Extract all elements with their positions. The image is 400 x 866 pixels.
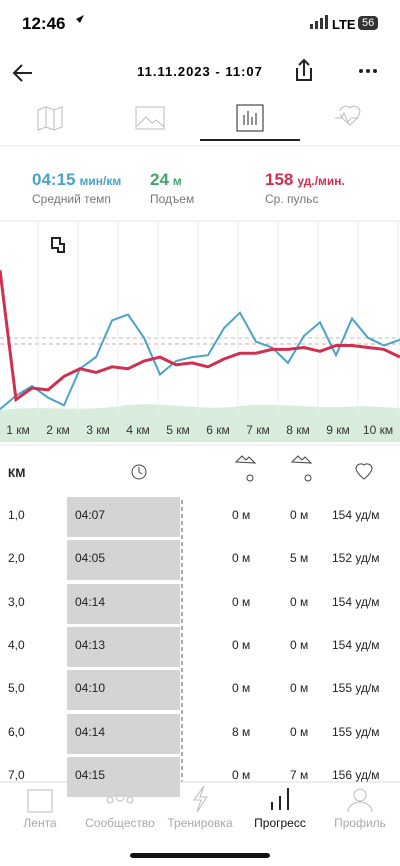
tab-item[interactable]: Прогресс (254, 816, 306, 830)
stat-unit: м (172, 174, 182, 188)
stat-unit: мин/км (79, 174, 122, 188)
x-tick-label: 1 км (6, 423, 30, 437)
more-button[interactable] (359, 69, 377, 73)
cell: 0 м (232, 508, 251, 522)
stat-value: 04:15 мин/км (32, 170, 122, 189)
cell: 1,0 (8, 508, 25, 522)
cell: 04:14 (75, 594, 106, 609)
cell: 155 уд/м (332, 724, 380, 739)
tab-photos[interactable] (135, 106, 165, 130)
cell: 0 м (290, 594, 309, 609)
cell: 0 м (232, 637, 251, 652)
tab-map[interactable] (37, 106, 63, 131)
status-time: 12:46 (22, 14, 66, 33)
tab-item[interactable]: Сообщество (85, 816, 155, 830)
cell: 8 м (232, 724, 251, 739)
cell: 3,0 (8, 594, 25, 609)
cell: 4,0 (8, 637, 25, 652)
x-tick-label: 8 км (286, 423, 310, 437)
x-tick-label: 9 км (326, 423, 350, 437)
cell: 0 м (290, 637, 309, 652)
pace-bar (67, 670, 180, 711)
x-tick-label: 3 км (86, 423, 110, 437)
cell: 0 м (232, 767, 251, 782)
x-tick-label: 7 км (246, 423, 270, 437)
stat-label: Средний темп (32, 192, 111, 206)
cell: 154 уд/м (332, 637, 380, 652)
cell: 04:10 (75, 681, 106, 696)
tab-item[interactable]: Тренировка (167, 816, 233, 830)
cell: 0 м (232, 551, 251, 566)
x-tick-label: 6 км (206, 423, 230, 437)
back-button[interactable] (12, 64, 32, 82)
header-title: 11.11.2023 - 11:07 (137, 64, 263, 79)
stat-label: Подъем (150, 192, 195, 206)
cell: 7,0 (8, 767, 25, 782)
cell: 5 м (290, 551, 309, 566)
cell: 04:14 (75, 724, 106, 739)
stat-value: 158 уд./мин. (265, 170, 345, 189)
pace-bar (67, 756, 180, 797)
tab-item[interactable]: Профиль (334, 816, 386, 830)
cell: 0 м (232, 681, 251, 696)
status-battery: 56 (358, 16, 379, 30)
tab-heart[interactable] (335, 105, 361, 126)
cell: 0 м (290, 724, 309, 739)
pace-bar (67, 540, 180, 581)
pace-bar (67, 583, 180, 624)
stat-unit: уд./мин. (297, 174, 345, 188)
cell: 152 уд/м (332, 551, 380, 566)
cell: 154 уд/м (332, 594, 380, 609)
cell: 154 уд/м (332, 508, 380, 522)
cell: 0 м (290, 681, 309, 696)
cell: 04:15 (75, 767, 106, 782)
tab-stats[interactable] (236, 104, 264, 132)
x-tick-label: 4 км (126, 423, 150, 437)
pace-bar (67, 713, 180, 754)
line-series (0, 311, 400, 410)
tab-item[interactable]: Лента (23, 816, 57, 830)
stat-label: Ср. пульс (265, 192, 319, 206)
cell: 0 м (232, 594, 251, 609)
cell: 0 м (290, 508, 309, 522)
chart: 1 км 2 км 3 км 4 км 5 км 6 км 7 км 8 км 9 км 10 к… (0, 220, 400, 442)
x-tick-label: 10 км (363, 423, 393, 437)
x-tick-label: 5 км (166, 423, 190, 437)
cell: 6,0 (8, 724, 25, 739)
share-button[interactable] (296, 58, 312, 81)
pace-bar (67, 497, 180, 537)
line-series (0, 270, 400, 403)
stat-value: 24 м (150, 170, 182, 189)
pace-bar (67, 626, 180, 667)
cell: 04:07 (75, 508, 106, 522)
table-header: КМ (8, 466, 26, 480)
status-network: LTE (332, 17, 356, 32)
x-tick-label: 2 км (46, 423, 70, 437)
cell: 04:05 (75, 551, 106, 566)
cell: 04:13 (75, 637, 106, 652)
cell: 155 уд/м (332, 681, 380, 696)
cell: 2,0 (8, 551, 25, 566)
cell: 7 м (290, 767, 309, 782)
cell: 5,0 (8, 681, 25, 696)
cell: 156 уд/м (332, 767, 380, 782)
